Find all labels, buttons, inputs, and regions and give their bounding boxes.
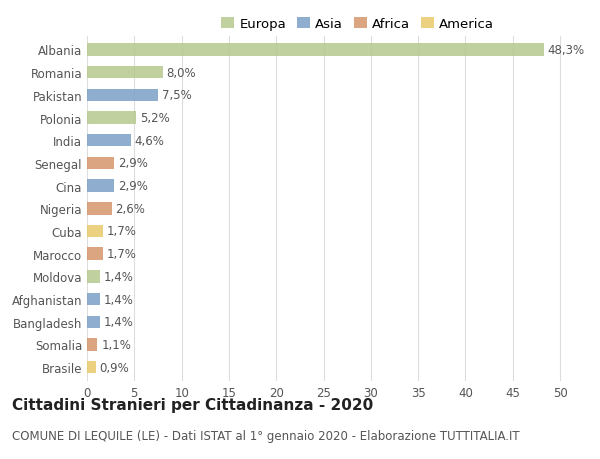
- Text: 7,5%: 7,5%: [162, 89, 191, 102]
- Text: 1,4%: 1,4%: [104, 293, 134, 306]
- Text: 0,9%: 0,9%: [100, 361, 129, 374]
- Bar: [87, 248, 103, 260]
- Bar: [87, 112, 136, 124]
- Text: 1,4%: 1,4%: [104, 270, 134, 283]
- Bar: [87, 157, 115, 170]
- Bar: [87, 316, 100, 328]
- Bar: [87, 90, 158, 102]
- Text: 8,0%: 8,0%: [166, 67, 196, 79]
- Text: 5,2%: 5,2%: [140, 112, 170, 125]
- Text: 1,7%: 1,7%: [107, 225, 137, 238]
- Bar: [87, 44, 544, 56]
- Bar: [87, 202, 112, 215]
- Bar: [87, 270, 100, 283]
- Bar: [87, 225, 103, 238]
- Text: 1,7%: 1,7%: [107, 248, 137, 261]
- Bar: [87, 134, 131, 147]
- Text: 1,1%: 1,1%: [101, 338, 131, 351]
- Text: 4,6%: 4,6%: [134, 134, 164, 147]
- Text: 2,6%: 2,6%: [115, 202, 145, 215]
- Bar: [87, 338, 97, 351]
- Text: Cittadini Stranieri per Cittadinanza - 2020: Cittadini Stranieri per Cittadinanza - 2…: [12, 397, 373, 412]
- Text: 48,3%: 48,3%: [548, 44, 585, 57]
- Bar: [87, 67, 163, 79]
- Bar: [87, 293, 100, 306]
- Text: 1,4%: 1,4%: [104, 316, 134, 329]
- Legend: Europa, Asia, Africa, America: Europa, Asia, Africa, America: [215, 12, 500, 36]
- Text: 2,9%: 2,9%: [118, 180, 148, 193]
- Bar: [87, 180, 115, 192]
- Text: 2,9%: 2,9%: [118, 157, 148, 170]
- Bar: [87, 361, 95, 374]
- Text: COMUNE DI LEQUILE (LE) - Dati ISTAT al 1° gennaio 2020 - Elaborazione TUTTITALIA: COMUNE DI LEQUILE (LE) - Dati ISTAT al 1…: [12, 429, 520, 442]
